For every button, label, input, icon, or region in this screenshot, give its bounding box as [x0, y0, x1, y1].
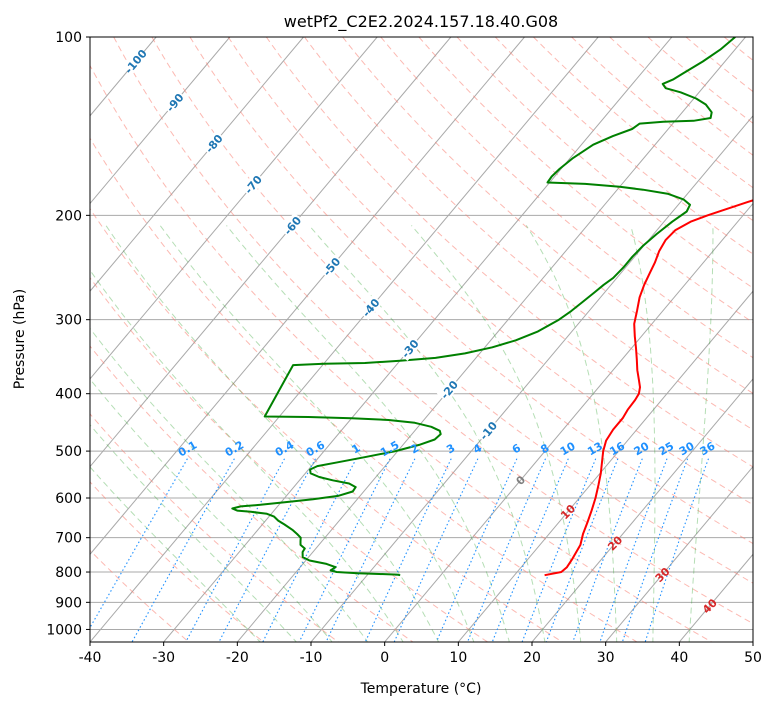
chart-title: wetPf2_C2E2.2024.157.18.40.G08 — [284, 12, 558, 32]
y-tick-label: 700 — [55, 531, 82, 547]
x-tick-label: -30 — [152, 650, 175, 666]
x-tick-label: 0 — [380, 650, 389, 666]
y-axis-label: Pressure (hPa) — [12, 289, 28, 389]
y-tick-label: 1000 — [46, 622, 82, 638]
x-tick-label: 30 — [597, 650, 615, 666]
y-tick-label: 800 — [55, 565, 82, 581]
y-tick-label: 900 — [55, 595, 82, 611]
y-tick-label: 100 — [55, 30, 82, 46]
x-tick-label: 20 — [523, 650, 541, 666]
y-tick-label: 200 — [55, 208, 82, 224]
x-tick-label: -10 — [300, 650, 323, 666]
x-tick-label: -20 — [226, 650, 249, 666]
x-tick-label: 10 — [449, 650, 467, 666]
y-tick-label: 500 — [55, 444, 82, 460]
x-tick-label: 50 — [744, 650, 762, 666]
x-tick-label: -40 — [79, 650, 102, 666]
x-tick-label: 40 — [670, 650, 688, 666]
y-tick-label: 400 — [55, 387, 82, 403]
y-tick-label: 600 — [55, 491, 82, 507]
y-tick-label: 300 — [55, 313, 82, 329]
x-axis-label: Temperature (°C) — [360, 681, 482, 697]
